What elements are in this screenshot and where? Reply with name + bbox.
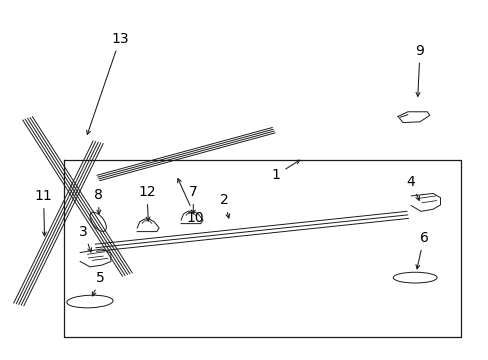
- Text: 8: 8: [94, 188, 102, 214]
- Text: 3: 3: [79, 225, 91, 252]
- Text: 7: 7: [188, 185, 197, 214]
- Text: 4: 4: [405, 175, 419, 201]
- Text: 10: 10: [177, 179, 204, 225]
- Text: 2: 2: [219, 193, 229, 218]
- Text: 13: 13: [86, 32, 129, 134]
- Text: 6: 6: [415, 231, 427, 269]
- Text: 1: 1: [271, 160, 299, 182]
- Text: 11: 11: [35, 189, 52, 236]
- Text: 9: 9: [415, 44, 424, 96]
- Text: 12: 12: [138, 185, 156, 221]
- Text: 5: 5: [92, 271, 105, 296]
